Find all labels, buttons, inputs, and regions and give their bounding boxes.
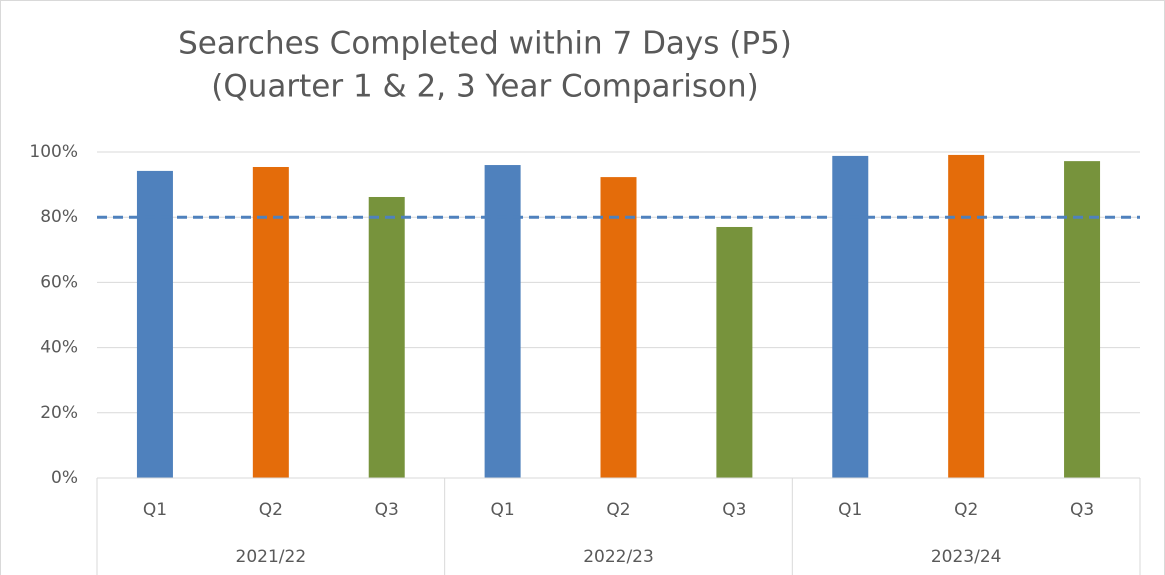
group-label: 2022/23 bbox=[583, 547, 654, 567]
y-tick-label: 100% bbox=[29, 142, 78, 162]
bar bbox=[832, 155, 869, 479]
x-tick-label: Q2 bbox=[606, 500, 630, 520]
bar bbox=[600, 177, 637, 479]
x-tick-label: Q3 bbox=[722, 500, 746, 520]
x-tick-label: Q3 bbox=[1070, 500, 1094, 520]
bar bbox=[368, 196, 405, 478]
x-tick-label: Q1 bbox=[143, 500, 167, 520]
chart-title: Searches Completed within 7 Days (P5) bbox=[178, 26, 792, 62]
bar bbox=[252, 166, 289, 478]
y-tick-label: 60% bbox=[40, 272, 78, 292]
bar bbox=[484, 165, 521, 479]
y-tick-label: 0% bbox=[51, 468, 78, 488]
bar bbox=[136, 170, 173, 478]
bar bbox=[716, 226, 753, 478]
chart-subtitle: (Quarter 1 & 2, 3 Year Comparison) bbox=[211, 69, 759, 105]
y-tick-label: 80% bbox=[40, 207, 78, 227]
bar bbox=[948, 154, 985, 478]
y-tick-label: 20% bbox=[40, 403, 78, 423]
x-tick-label: Q2 bbox=[259, 500, 283, 520]
bar bbox=[1064, 161, 1101, 479]
y-tick-label: 40% bbox=[40, 338, 78, 358]
group-label: 2023/24 bbox=[931, 547, 1002, 567]
x-tick-label: Q1 bbox=[491, 500, 515, 520]
x-tick-label: Q3 bbox=[375, 500, 399, 520]
group-label: 2021/22 bbox=[236, 547, 307, 567]
x-tick-label: Q1 bbox=[838, 500, 862, 520]
x-tick-label: Q2 bbox=[954, 500, 978, 520]
